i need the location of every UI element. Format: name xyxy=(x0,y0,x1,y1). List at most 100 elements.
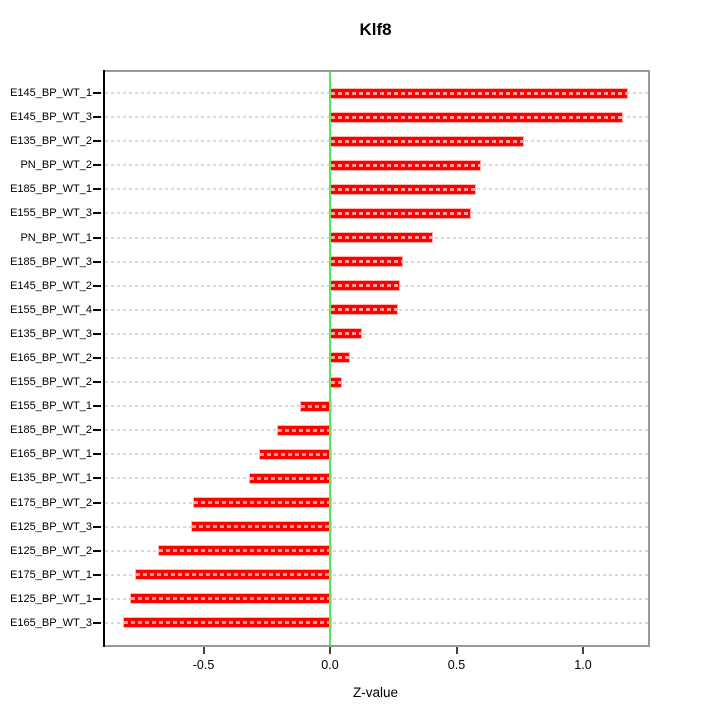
bar xyxy=(299,400,332,412)
bar xyxy=(330,207,472,219)
bar xyxy=(330,183,477,195)
bar-dash-overlay xyxy=(331,260,402,264)
bar-dash-overlay xyxy=(331,211,471,215)
category-label: E155_BP_WT_3 xyxy=(10,207,92,220)
bar xyxy=(330,328,363,340)
y-axis-tick xyxy=(93,188,101,191)
bar xyxy=(330,232,434,244)
bar xyxy=(122,617,332,629)
category-label: E165_BP_WT_2 xyxy=(10,351,92,364)
x-axis-tick xyxy=(202,647,205,654)
category-label: E125_BP_WT_3 xyxy=(10,520,92,533)
x-tick-label: 0.5 xyxy=(447,658,466,672)
y-axis-tick xyxy=(93,597,101,600)
bar xyxy=(130,593,332,605)
bar xyxy=(193,497,332,509)
bar-dash-overlay xyxy=(158,549,331,553)
category-label: E155_BP_WT_4 xyxy=(10,303,92,316)
bar xyxy=(249,472,332,484)
y-axis-tick xyxy=(93,260,101,263)
y-axis-tick xyxy=(93,621,101,624)
y-axis-tick xyxy=(93,381,101,384)
bar-dash-overlay xyxy=(331,115,622,119)
bar-dash-overlay xyxy=(131,597,331,601)
y-axis-tick xyxy=(93,453,101,456)
x-axis-tick xyxy=(455,647,458,654)
gridline xyxy=(105,405,648,408)
y-axis-tick xyxy=(93,525,101,528)
gridline xyxy=(105,573,648,576)
category-label: E155_BP_WT_2 xyxy=(10,376,92,389)
gridline xyxy=(105,525,648,528)
gridline xyxy=(105,381,648,384)
gridline xyxy=(105,597,648,600)
bar-dash-overlay xyxy=(331,308,397,312)
x-tick-label: 0.0 xyxy=(321,658,339,672)
plot-area: E145_BP_WT_1 E145_BP_WT_3 E135_BP_WT_2 PN_B… xyxy=(10,70,650,672)
bar xyxy=(157,545,332,557)
category-label: E135_BP_WT_1 xyxy=(10,472,92,485)
category-label: E135_BP_WT_3 xyxy=(10,327,92,340)
y-axis-tick xyxy=(93,573,101,576)
bar-dash-overlay xyxy=(331,284,400,288)
y-axis-tick xyxy=(93,477,101,480)
category-label: E185_BP_WT_2 xyxy=(10,424,92,437)
y-axis-tick xyxy=(93,429,101,432)
bar xyxy=(330,159,482,171)
x-axis-title: Z-value xyxy=(352,685,398,700)
gridline xyxy=(105,429,648,432)
x-tick-label: 1.0 xyxy=(574,658,592,672)
x-axis-tick xyxy=(582,647,584,654)
y-axis-tick xyxy=(93,356,101,359)
category-label: E185_BP_WT_3 xyxy=(10,255,92,268)
gridline xyxy=(105,477,648,480)
bar xyxy=(330,256,403,268)
gridline xyxy=(105,356,648,359)
bar-dash-overlay xyxy=(260,452,331,456)
y-axis-tick xyxy=(93,92,101,94)
bar xyxy=(259,448,332,460)
bar xyxy=(276,424,332,436)
y-axis-tick xyxy=(93,140,101,143)
y-axis-tick xyxy=(93,116,101,119)
category-label: E145_BP_WT_3 xyxy=(10,111,92,124)
y-axis-tick xyxy=(93,164,101,167)
category-label: PN_BP_WT_1 xyxy=(20,231,92,244)
bar-dash-overlay xyxy=(300,404,331,408)
bar-dash-overlay xyxy=(331,332,362,336)
category-label: E165_BP_WT_1 xyxy=(10,448,92,461)
bar-dash-overlay xyxy=(331,163,481,167)
bar-dash-overlay xyxy=(191,525,331,529)
category-label: E155_BP_WT_1 xyxy=(10,400,92,413)
gridline xyxy=(105,453,648,456)
category-label: E165_BP_WT_3 xyxy=(10,616,92,629)
bar xyxy=(330,111,623,123)
category-label: E175_BP_WT_1 xyxy=(10,568,92,581)
gridline xyxy=(105,332,648,335)
y-axis-tick xyxy=(93,308,101,311)
category-label: E125_BP_WT_2 xyxy=(10,544,92,557)
category-label: E185_BP_WT_1 xyxy=(10,183,92,196)
category-label: E145_BP_WT_2 xyxy=(10,279,92,292)
bar xyxy=(190,521,332,533)
bar xyxy=(330,280,401,292)
bar-dash-overlay xyxy=(123,621,331,625)
category-label: E125_BP_WT_1 xyxy=(10,592,92,605)
bar xyxy=(330,376,343,388)
bar-dash-overlay xyxy=(331,139,524,143)
y-axis-tick xyxy=(93,501,101,504)
gridline xyxy=(105,549,648,552)
x-axis-tick xyxy=(329,647,331,654)
x-tick-label: -0.5 xyxy=(192,658,215,672)
y-axis-tick xyxy=(93,212,101,215)
bar-dash-overlay xyxy=(331,380,342,384)
zero-baseline xyxy=(329,72,331,645)
y-axis-tick xyxy=(93,549,101,552)
bar-dash-overlay xyxy=(194,501,331,505)
plot-frame-right xyxy=(648,70,650,647)
category-label: E135_BP_WT_2 xyxy=(10,135,92,148)
category-label: PN_BP_WT_2 xyxy=(20,159,92,172)
plot-frame-bottom xyxy=(103,645,650,647)
bar-dash-overlay xyxy=(277,428,331,432)
plot-frame-top xyxy=(103,70,650,72)
